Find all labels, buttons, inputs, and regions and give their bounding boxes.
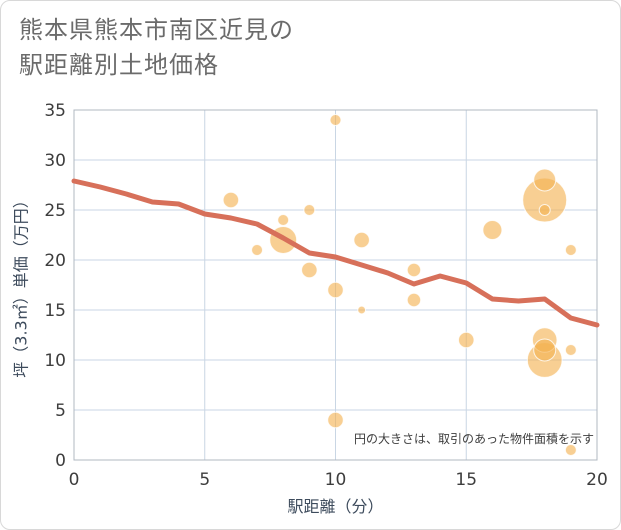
bubble-point [564, 344, 577, 356]
x-tick-label: 10 [325, 470, 347, 490]
bubble-point [357, 305, 367, 315]
bubble-point [564, 244, 577, 256]
bubble-point [564, 444, 577, 456]
bubble-point [222, 191, 240, 209]
y-tick-label: 20 [44, 251, 66, 271]
bubble-point [533, 338, 557, 362]
tick-labels: 0 5 10 15 20 25 30 35 0 5 10 15 20 [44, 101, 607, 490]
bubble-size-note: 円の大きさは、取引のあった物件面積を示す [354, 431, 594, 446]
bubble-point [327, 281, 344, 299]
x-axis-label: 駅距離（分） [287, 497, 383, 516]
x-tick-label: 15 [455, 470, 477, 490]
bubble-point [406, 262, 422, 278]
bubble-point [353, 231, 370, 249]
bubble-point [277, 214, 290, 226]
y-tick-label: 25 [44, 201, 66, 221]
bubble-point [327, 411, 344, 429]
y-tick-label: 30 [44, 151, 66, 171]
y-tick-label: 5 [55, 401, 66, 421]
bubble-point [303, 204, 316, 216]
trend-line [71, 178, 600, 328]
bubble-point [482, 219, 503, 241]
bubble-point [301, 261, 318, 279]
bubble-point [533, 168, 557, 192]
y-axis-label: 坪（3.3㎡）単価（万円） [12, 192, 31, 377]
bubble-point [329, 114, 342, 126]
bubble-point [457, 331, 475, 349]
bubble-point [538, 204, 551, 216]
y-tick-label: 35 [44, 101, 66, 121]
chart-title: 熊本県熊本市南区近見の 駅距離別土地価格 [19, 13, 294, 83]
y-tick-label: 15 [44, 301, 66, 321]
bubble-point [406, 292, 422, 308]
y-tick-label: 0 [55, 451, 66, 471]
y-tick-label: 10 [44, 351, 66, 371]
x-tick-label: 0 [69, 470, 80, 490]
x-tick-label: 5 [199, 470, 210, 490]
bubble-series [222, 114, 577, 456]
x-tick-label: 20 [586, 470, 608, 490]
title-line-2: 駅距離別土地価格 [19, 51, 219, 79]
title-line-1: 熊本県熊本市南区近見の [19, 16, 294, 44]
plot-frame [73, 109, 598, 461]
bubble-point [251, 244, 264, 256]
